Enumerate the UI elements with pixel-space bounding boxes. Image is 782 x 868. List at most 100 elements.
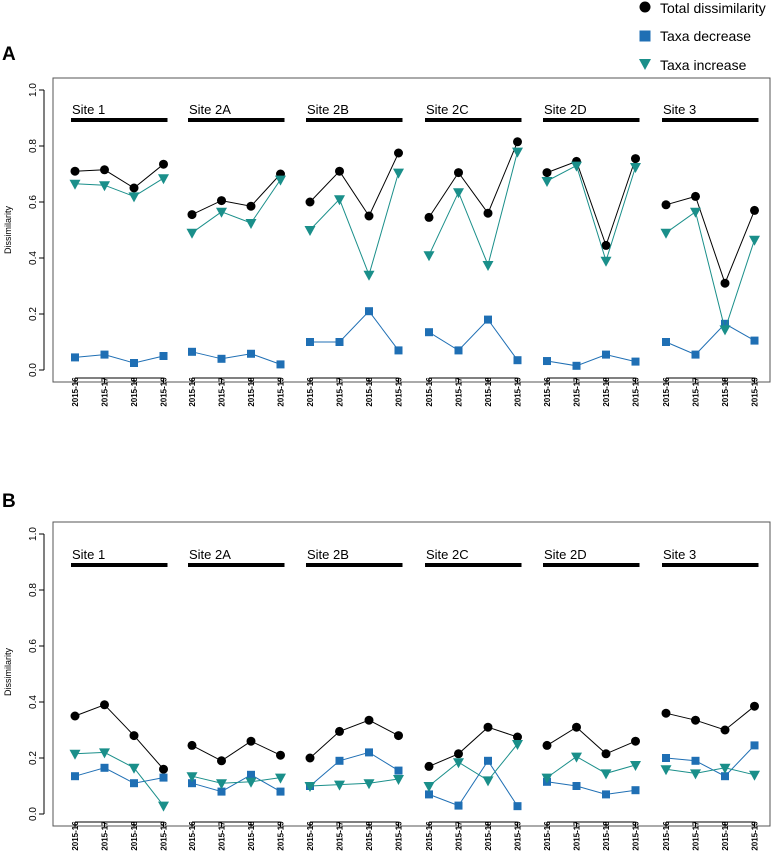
taxa-decrease-point	[602, 350, 610, 359]
taxa-decrease-line	[665, 323, 755, 356]
total-dissimilarity-point	[454, 749, 463, 759]
taxa-decrease-point	[631, 357, 640, 366]
taxa-increase-point	[69, 179, 81, 190]
taxa-increase-point	[571, 161, 582, 172]
taxa-decrease-point	[100, 763, 109, 772]
taxa-increase-point	[99, 181, 110, 192]
total-dissimilarity-point	[187, 740, 197, 750]
taxa-decrease-line	[428, 759, 518, 807]
taxa-decrease-point	[721, 319, 729, 328]
y-tick-label-b: 0.8	[28, 583, 39, 597]
taxa-decrease-point	[247, 349, 255, 358]
total-dissimilarity-point	[601, 749, 611, 759]
taxa-decrease-line	[74, 354, 164, 364]
taxa-decrease-point	[484, 756, 492, 765]
taxa-decrease-point	[394, 346, 403, 355]
total-dissimilarity-point	[542, 740, 552, 750]
site-label: Site 2A	[189, 547, 231, 562]
x-tick-label: 2015-17	[455, 821, 464, 851]
taxa-decrease-point	[691, 350, 700, 359]
x-tick-label: 2015-18	[721, 377, 730, 407]
total-dissimilarity-point	[542, 168, 552, 178]
x-tick-label: 2015-16	[71, 821, 80, 851]
x-tick-label: 2015-19	[632, 821, 641, 851]
x-axis-b: 2015-16 2015-17 2015-18 2015-19 2015-16 2015-…	[71, 821, 760, 851]
taxa-decrease-point	[513, 356, 522, 365]
total-dissimilarity-point	[720, 278, 730, 288]
taxa-decrease-point	[130, 779, 138, 788]
y-tick-label-b: 0.6	[28, 639, 39, 653]
total-dissimilarity-point	[483, 722, 493, 732]
x-tick-label: 2015-19	[751, 377, 760, 407]
legend-marker-total	[639, 1, 651, 13]
taxa-increase-point	[453, 188, 464, 199]
taxa-increase-point	[482, 261, 494, 271]
taxa-increase-point	[512, 740, 523, 750]
taxa-increase-line	[546, 164, 636, 263]
y-tick-label-a: 0.2	[28, 307, 39, 321]
total-dissimilarity-point	[217, 196, 226, 206]
taxa-decrease-point	[721, 772, 729, 781]
series-a	[69, 137, 760, 370]
x-tick-label: 2015-17	[573, 377, 582, 407]
total-dissimilarity-point	[335, 726, 344, 736]
total-dissimilarity-point	[454, 168, 463, 178]
taxa-increase-point	[69, 749, 81, 760]
taxa-decrease-line	[191, 774, 281, 793]
taxa-decrease-point	[159, 352, 168, 360]
total-dissimilarity-line	[309, 152, 399, 218]
taxa-decrease-line	[546, 354, 636, 367]
total-dissimilarity-line	[665, 705, 755, 731]
x-tick-label: 2015-19	[395, 821, 404, 851]
taxa-decrease-point	[188, 779, 196, 788]
taxa-increase-point	[541, 177, 553, 187]
total-dissimilarity-point	[661, 708, 671, 718]
panel-a: A Dissimilarity 0.0 0.2 0.4 0.6 0.8 1.0 Site …	[2, 44, 771, 407]
taxa-decrease-point	[484, 315, 492, 324]
taxa-decrease-point	[276, 787, 285, 796]
x-tick-label: 2015-18	[602, 377, 611, 407]
x-tick-label: 2015-17	[336, 821, 345, 851]
x-axis-a: 2015-16 2015-17 2015-18 2015-19 2015-16 2015-…	[71, 377, 760, 407]
y-tick-label-b: 1.0	[28, 527, 39, 541]
taxa-decrease-line	[74, 767, 164, 784]
taxa-increase-point	[275, 175, 286, 186]
taxa-decrease-point	[543, 357, 551, 366]
taxa-decrease-point	[572, 361, 581, 370]
total-dissimilarity-line	[546, 158, 636, 247]
total-dissimilarity-line	[546, 726, 636, 755]
total-dissimilarity-point	[305, 197, 315, 207]
total-dissimilarity-point	[601, 240, 611, 250]
taxa-increase-line	[665, 767, 755, 776]
taxa-increase-line	[191, 775, 281, 784]
legend-item-increase: Taxa increase	[639, 57, 747, 73]
series-b	[69, 700, 760, 812]
taxa-decrease-point	[335, 756, 344, 765]
total-dissimilarity-line	[74, 163, 164, 189]
taxa-increase-point	[245, 777, 257, 788]
total-dissimilarity-point	[364, 715, 374, 725]
total-dissimilarity-point	[187, 210, 197, 220]
x-tick-label: 2015-17	[101, 821, 110, 851]
taxa-increase-point	[334, 780, 345, 791]
taxa-decrease-point	[335, 338, 344, 346]
total-dissimilarity-point	[129, 183, 139, 193]
x-tick-label: 2015-18	[247, 377, 256, 407]
taxa-decrease-point	[513, 802, 522, 811]
taxa-increase-point	[482, 776, 494, 787]
x-tick-label: 2015-19	[395, 377, 404, 407]
y-axis-b: 0.0 0.2 0.4 0.6 0.8 1.0	[28, 527, 45, 821]
taxa-increase-point	[541, 773, 553, 784]
taxa-decrease-point	[306, 338, 314, 346]
x-tick-label: 2015-16	[188, 821, 197, 851]
taxa-decrease-point	[425, 328, 433, 337]
total-dissimilarity-line	[665, 195, 755, 285]
legend-marker-increase	[639, 59, 651, 70]
taxa-increase-line	[428, 151, 518, 267]
site-label: Site 2D	[544, 547, 587, 562]
x-tick-label: 2015-17	[101, 377, 110, 407]
x-tick-label: 2015-16	[662, 821, 671, 851]
x-tick-label: 2015-19	[751, 821, 760, 851]
site-label: Site 1	[72, 102, 105, 117]
